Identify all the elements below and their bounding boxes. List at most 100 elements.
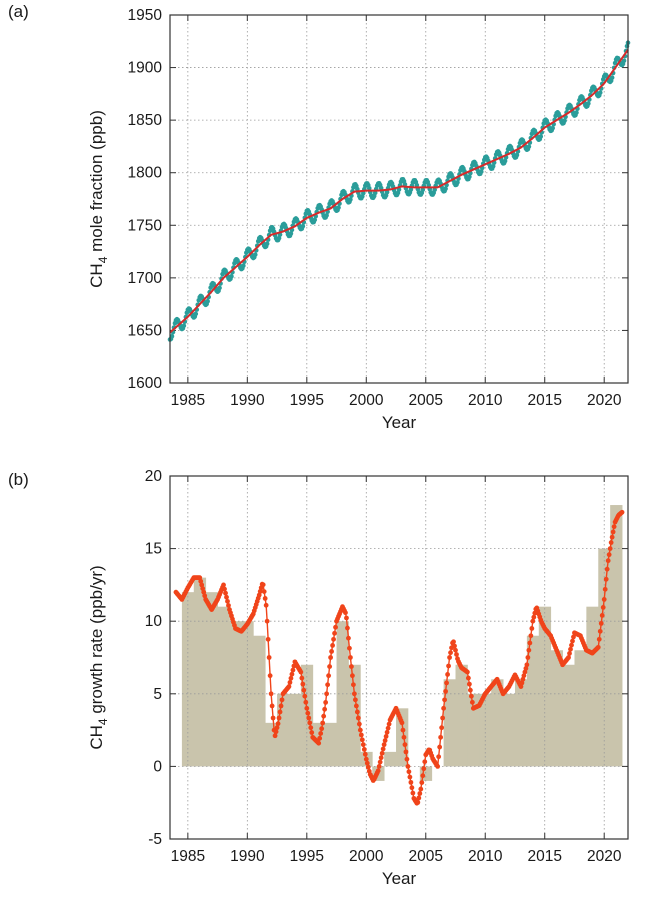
monthly-data-point: [324, 213, 329, 218]
annual-growth-bar: [241, 621, 254, 767]
monthly-data-point: [395, 190, 401, 196]
x-tick-label: 2000: [349, 848, 384, 865]
monthly-data-point: [426, 182, 432, 188]
annual-growth-bar: [526, 635, 540, 767]
monthly-data-point: [312, 217, 318, 223]
monthly-data-point: [420, 187, 426, 193]
x-tick-label: 2020: [587, 848, 622, 865]
plot-frame: [169, 475, 629, 840]
annual-growth-bar: [277, 693, 290, 767]
monthly-data-point: [205, 298, 210, 304]
x-tick-label: 2015: [527, 848, 561, 865]
monthly-data-point: [264, 241, 270, 247]
annual-growth-bar: [217, 606, 230, 767]
annual-growth-bar: [514, 679, 528, 767]
monthly-data-point: [562, 118, 567, 124]
monthly-data-point: [181, 323, 187, 329]
monthly-data-point: [408, 187, 414, 192]
annual-growth-bar: [550, 650, 563, 767]
annual-growth-bar: [288, 693, 302, 767]
monthly-data-point: [514, 152, 520, 158]
y-axis-title: CH4 growth rate (ppb/yr): [87, 565, 110, 749]
x-tick-label: 1990: [230, 392, 265, 409]
monthly-data-point: [288, 231, 294, 236]
monthly-data-point: [372, 190, 378, 196]
monthly-data-point: [378, 185, 384, 191]
y-tick-label: 1950: [128, 7, 163, 24]
annual-growth-bar: [538, 606, 552, 767]
x-tick-label: 2005: [409, 848, 443, 865]
annual-growth-bar: [181, 592, 195, 767]
y-tick-label: 1700: [128, 270, 163, 287]
annual-growth-bar: [574, 650, 587, 767]
methane-growth-rate-chart: 1985 1990 1995 2000 2005 2010 2015 2020 -5 0 5 10 15…: [87, 468, 629, 888]
methane-mole-fraction-chart: 1985 1990 1995 2000 2005 2010 2015 2020 1600 1650…: [87, 7, 631, 432]
annual-growth-bar: [455, 664, 468, 767]
annual-growth-bar: [562, 664, 575, 767]
monthly-data-point: [193, 311, 199, 317]
annual-growth-bar: [253, 635, 266, 767]
monthly-data-point: [621, 58, 627, 64]
y-tick-label: 15: [145, 541, 162, 558]
annual-growth-bar: [229, 621, 242, 767]
trend-line: [169, 49, 629, 334]
monthly-data-point: [241, 263, 246, 269]
x-tick-label: 1995: [290, 848, 324, 865]
x-axis-title: Year: [382, 413, 417, 432]
monthly-data-point: [355, 186, 360, 192]
panel-b-label: (b): [8, 470, 29, 489]
annual-growth-bar: [384, 751, 397, 767]
y-tick-label: 5: [153, 686, 162, 703]
monthly-data-point: [384, 189, 390, 195]
annual-growth-bar: [443, 679, 456, 767]
x-axis-title: Year: [382, 869, 417, 888]
x-tick-label: 2010: [468, 848, 503, 865]
annual-growth-bar: [467, 693, 480, 767]
monthly-data-point: [366, 186, 372, 191]
monthly-data-point: [550, 125, 555, 131]
monthly-data-point: [252, 252, 258, 257]
x-tick-label: 1990: [230, 848, 265, 865]
annual-growth-bar: [193, 577, 207, 767]
y-tick-label: 0: [153, 758, 162, 775]
monthly-data-point: [336, 205, 341, 210]
y-tick-label: 1750: [128, 217, 163, 234]
panel-a-label: (a): [8, 2, 29, 21]
monthly-data-point: [432, 187, 437, 193]
annual-growth-bar: [503, 693, 516, 767]
annual-growth-bar: [586, 606, 599, 767]
monthly-data-point: [455, 180, 460, 185]
monthly-data-point: [276, 235, 282, 241]
y-tick-label: 1650: [128, 322, 163, 339]
y-axis-title: CH4 mole fraction (ppb): [87, 110, 110, 288]
y-tick-label: 20: [145, 468, 163, 485]
monthly-data-point: [229, 274, 234, 279]
monthly-data-point: [217, 285, 222, 291]
annual-growth-bar: [324, 722, 337, 767]
monthly-data-point: [597, 90, 603, 95]
monthly-data-point: [609, 75, 615, 80]
x-tick-label: 2005: [409, 392, 443, 409]
monthly-data-point: [612, 60, 618, 66]
monthly-data-point: [402, 182, 408, 187]
monthly-data-point: [502, 158, 508, 164]
x-tick-label: 2000: [349, 392, 384, 409]
monthly-data-point: [414, 182, 420, 188]
monthly-data-point: [538, 134, 544, 139]
y-tick-label: 1850: [128, 112, 163, 129]
annual-growth-bar: [479, 693, 492, 767]
annual-growth-bar: [610, 505, 623, 767]
plot-frame: [169, 14, 629, 384]
x-tick-label: 1995: [290, 392, 324, 409]
monthly-data-point: [574, 110, 579, 115]
y-tick-label: -5: [148, 831, 162, 848]
monthly-data-point: [490, 163, 496, 169]
x-tick-label: 1985: [171, 848, 205, 865]
monthly-data-point: [443, 186, 448, 191]
monthly-data-point: [478, 169, 484, 174]
monthly-data-point: [348, 197, 353, 202]
y-tick-label: 10: [145, 613, 163, 630]
x-tick-label: 2010: [468, 392, 503, 409]
y-tick-label: 1800: [128, 165, 163, 182]
x-tick-label: 1985: [171, 392, 205, 409]
